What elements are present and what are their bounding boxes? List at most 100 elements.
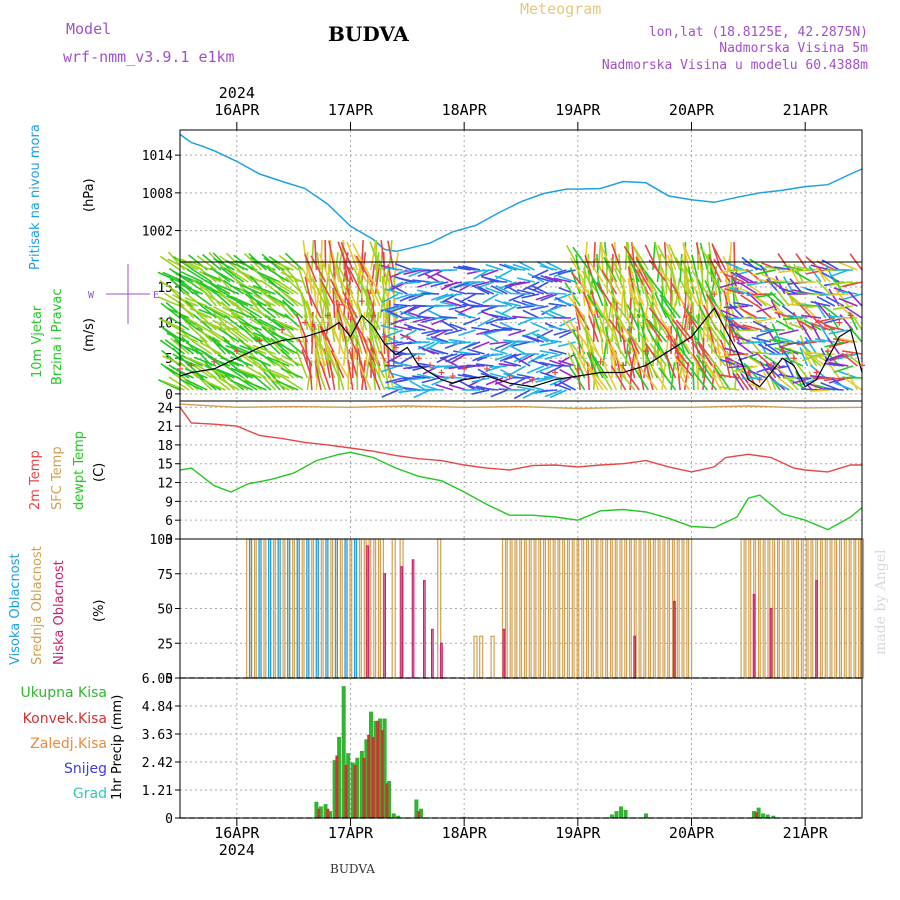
wind-vector: [796, 339, 813, 355]
wind-vector: [210, 374, 231, 391]
wind-vector: [747, 369, 767, 379]
wind-vector: [195, 280, 217, 295]
wind-vector: [568, 365, 586, 391]
wind-vector: [516, 305, 535, 309]
wind-vector: [755, 303, 772, 319]
compass-w: W: [88, 290, 95, 301]
convective-precip-bar: [380, 730, 384, 818]
mid-cloud-bar: [640, 538, 645, 679]
wind-vector: [199, 341, 222, 355]
wind-vector: [267, 377, 290, 391]
wind-vector: [737, 365, 758, 373]
wind-vector: [485, 377, 504, 386]
wind-vector: [498, 317, 517, 321]
ytick-label-temperature-5: 18: [157, 439, 173, 454]
wind-vector: [645, 318, 663, 343]
wind-vector: [449, 281, 467, 290]
wind-vector: [733, 365, 754, 373]
mid-cloud-bar: [587, 538, 593, 679]
wind-vector: [835, 289, 849, 307]
mid-cloud-bar: [625, 538, 631, 679]
wind-vector: [385, 329, 404, 338]
wind-gust-mark: [790, 355, 797, 362]
wind-vector: [833, 365, 854, 374]
wind-vector: [425, 388, 444, 391]
mid-cloud-bar: [831, 538, 836, 679]
wind-vector: [444, 281, 463, 287]
wind-vector: [384, 341, 403, 345]
wind-vector: [342, 291, 359, 319]
ytick-label-temperature-4: 15: [157, 458, 173, 473]
wind-vector: [603, 256, 618, 283]
wind-vector: [647, 279, 659, 307]
bottom-station-label: BUDVA: [330, 862, 375, 876]
wind-vector: [748, 338, 763, 355]
wind-vector: [553, 277, 572, 283]
wind-vector: [224, 314, 245, 331]
mid-cloud-bar: [740, 538, 745, 679]
wind-vector: [592, 361, 597, 391]
wind-vector: [535, 377, 554, 383]
wind-vector: [796, 341, 817, 346]
wind-vector: [241, 352, 263, 367]
wind-vector: [431, 293, 449, 301]
wind-vector: [365, 335, 369, 367]
wind-vector: [228, 326, 249, 343]
wind-vector: [755, 269, 776, 275]
wind-vector: [205, 279, 226, 295]
wind-vector: [407, 377, 426, 381]
wind-vector: [275, 319, 299, 331]
wind-vector: [357, 362, 372, 391]
wind-vector: [796, 266, 817, 271]
wind-gust-mark: [427, 362, 434, 369]
legend-snow: Snijeg: [63, 761, 107, 777]
wind-vector: [689, 367, 709, 391]
top-xtick-label-0: 16APR: [214, 101, 260, 119]
wind-vector: [203, 379, 226, 391]
wind-vector: [769, 291, 786, 307]
wind-vector: [539, 389, 558, 393]
wind-vector: [747, 382, 767, 391]
wind-vector: [230, 379, 254, 391]
wind-vector: [191, 340, 213, 355]
low-cloud-bar: [423, 580, 426, 679]
ytick-label-clouds-0: 0: [165, 672, 173, 687]
wind-vector: [409, 380, 426, 391]
wind-vector: [159, 280, 181, 295]
wind-vector: [297, 265, 309, 295]
wind-vector: [353, 324, 363, 355]
wind-vector: [332, 325, 345, 355]
total-precip-bar: [359, 750, 364, 818]
wind-vector: [462, 353, 481, 356]
wind-vector: [692, 353, 709, 379]
wind-vector: [347, 360, 354, 391]
mid-cloud-bar: [840, 538, 846, 679]
wind-vector: [314, 360, 322, 391]
wind-vector: [770, 299, 781, 319]
wind-vector: [823, 387, 844, 391]
wind-vector: [627, 279, 640, 307]
wind-gust-mark: [302, 319, 309, 326]
wind-vector: [475, 269, 494, 272]
precip-unit: 1hr Precip (mm): [110, 694, 125, 800]
wind-vector: [160, 302, 181, 319]
mid-cloud-bar: [530, 538, 535, 679]
wind-vector: [539, 341, 558, 347]
wind-vector: [462, 303, 481, 307]
wind-vector: [821, 271, 840, 283]
wind-vector: [516, 289, 535, 295]
wind-vector: [575, 254, 581, 283]
wind-vector: [737, 329, 758, 332]
wind-vector: [670, 302, 677, 331]
wind-vector: [370, 240, 377, 271]
wind-vector: [670, 289, 674, 319]
wind-vector: [620, 326, 627, 355]
wind-vector: [645, 362, 654, 391]
wind-vector: [683, 289, 687, 319]
total-precip-bar: [387, 781, 392, 818]
wind-vector: [494, 353, 513, 361]
wind-vector: [664, 351, 677, 379]
convective-precip-bar: [317, 808, 321, 818]
wind-vector: [241, 304, 263, 319]
wind-vector: [648, 319, 668, 343]
